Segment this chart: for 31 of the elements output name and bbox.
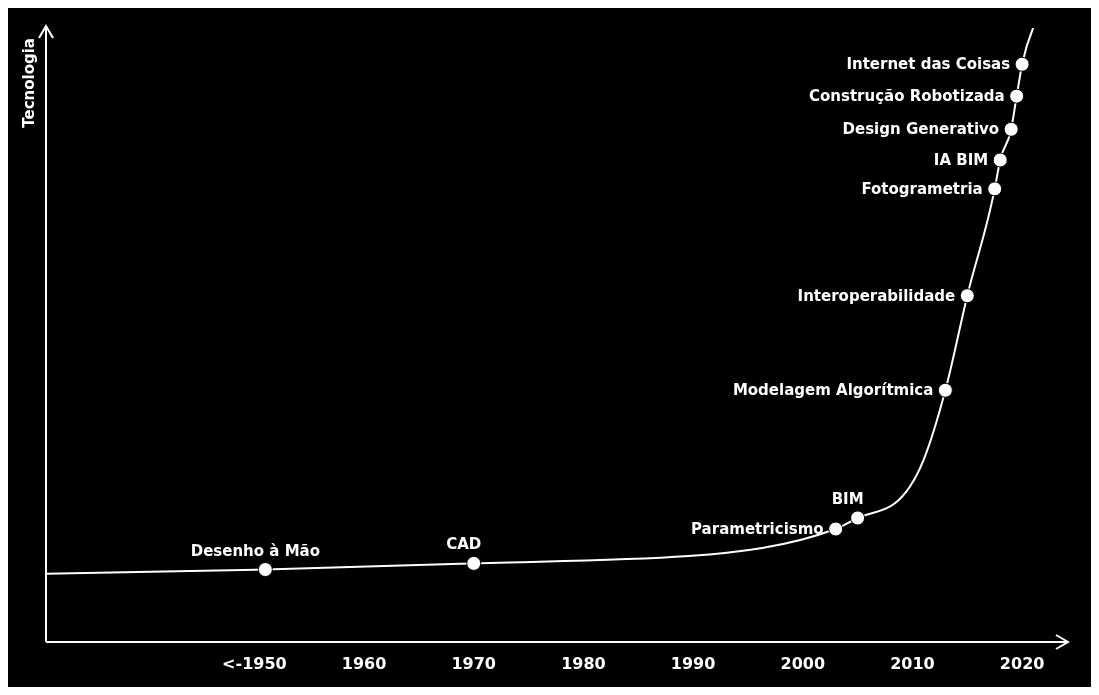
x-tick-label: 2010 <box>890 654 935 674</box>
annotation: Parametricismo <box>691 520 824 539</box>
x-tick-label: 1960 <box>341 654 387 674</box>
annotation: Design Generativo <box>842 120 1000 139</box>
x-tick-label: 1990 <box>670 654 716 674</box>
x-tick-label: 1970 <box>451 654 497 674</box>
point <box>1003 121 1019 137</box>
x-tick-label: 2020 <box>999 654 1045 674</box>
point <box>1009 88 1025 104</box>
x-tick-label: <-1950 <box>222 654 287 674</box>
annotation: Interoperabilidade <box>797 286 956 305</box>
point <box>937 382 953 398</box>
point <box>850 510 866 526</box>
point <box>992 152 1008 168</box>
annotation: BIM <box>831 489 864 508</box>
annotation: IA BIM <box>933 151 989 170</box>
point <box>1014 56 1030 72</box>
annotation: CAD <box>446 535 482 554</box>
point <box>466 555 482 571</box>
x-tick-label: 2000 <box>780 654 826 674</box>
point <box>257 562 273 578</box>
annotation: Internet das Coisas <box>846 55 1011 74</box>
x-tick-label: 1980 <box>561 654 606 674</box>
point <box>828 521 844 537</box>
annotation: Construção Robotizada <box>809 87 1005 106</box>
point <box>959 288 975 304</box>
annotation: Modelagem Algorítmica <box>732 381 934 400</box>
y-axis-title: Tecnologia <box>20 38 38 128</box>
annotation: Fotogrametria <box>861 179 983 198</box>
point <box>987 181 1003 197</box>
annotation: Desenho à Mão <box>190 541 321 560</box>
